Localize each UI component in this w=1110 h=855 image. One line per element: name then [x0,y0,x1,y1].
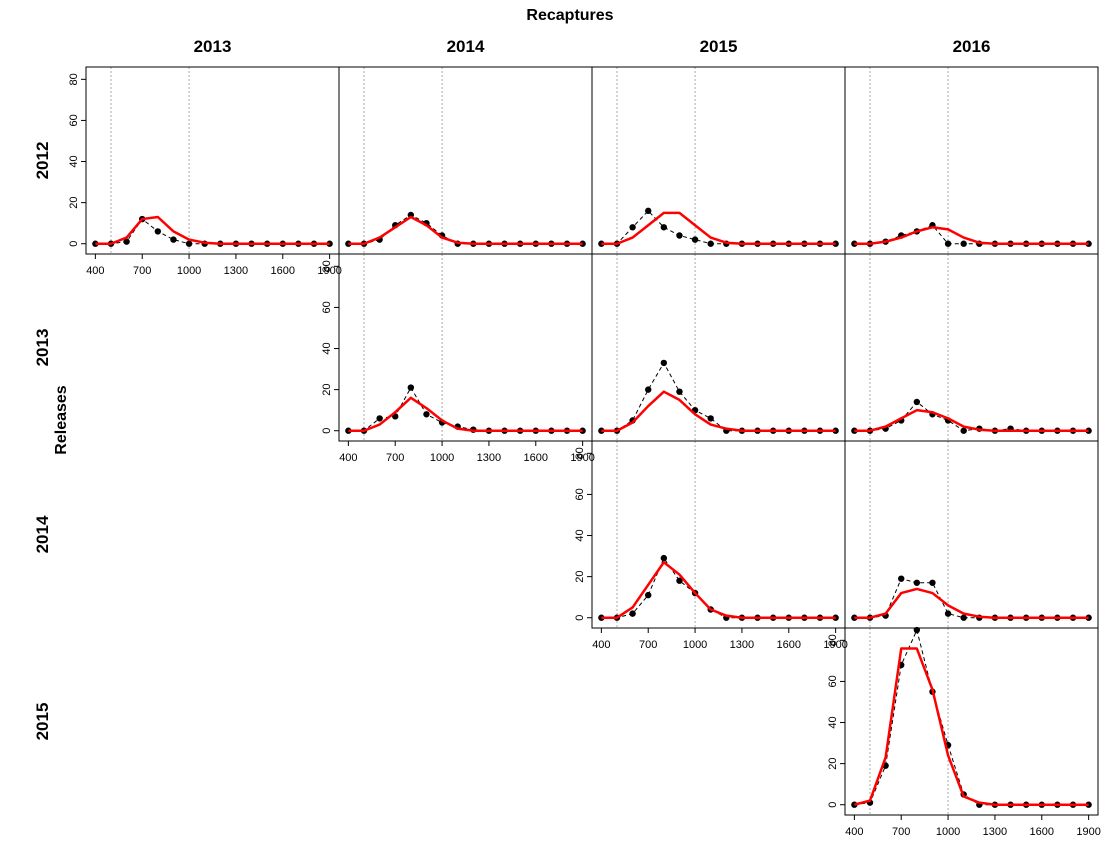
data-point [676,232,683,239]
chart-title: Recaptures [526,7,613,24]
x-tick-label: 1300 [983,826,1007,838]
x-tick-label: 1600 [271,265,295,277]
row-label: 2015 [33,703,52,741]
data-point [645,591,652,599]
data-point [944,240,952,247]
data-point [676,388,683,395]
x-tick-label: 1600 [524,452,548,464]
series-line [601,560,836,619]
series-line [601,211,836,245]
data-point [123,238,130,245]
data-point [407,384,415,391]
data-point [898,575,905,582]
series-line [854,226,1089,245]
x-tick-label: 1600 [1030,826,1054,838]
data-point [660,224,668,231]
data-point [170,236,177,243]
series-line [348,215,583,245]
y-tick-label: 0 [827,802,839,808]
x-tick-label: 1900 [317,265,341,277]
data-point [645,386,652,393]
x-tick-label: 400 [339,452,357,464]
data-point [629,610,636,617]
data-point [913,579,921,586]
y-tick-label: 20 [827,758,839,770]
y-tick-label: 40 [321,342,333,354]
data-point [645,207,652,215]
y-tick-label: 60 [827,675,839,687]
series-line [854,647,1089,806]
series-line [854,401,1089,432]
data-point [676,577,683,584]
x-tick-label: 700 [133,265,151,277]
y-tick-label: 80 [574,447,586,459]
y-tick-label: 40 [68,155,80,167]
x-tick-label: 1600 [777,639,801,651]
row-label: 2014 [33,515,52,553]
x-tick-label: 1300 [224,265,248,277]
data-point [376,415,383,422]
data-point [960,427,967,434]
data-point [154,228,162,235]
series-line [854,408,1089,432]
column-title: 2013 [194,37,232,56]
x-tick-label: 400 [86,265,104,277]
y-tick-label: 80 [321,260,333,272]
y-tick-label: 0 [574,615,586,621]
y-tick-label: 20 [574,571,586,583]
y-tick-label: 80 [827,634,839,646]
data-point [960,614,967,621]
x-tick-label: 1000 [430,452,454,464]
x-tick-label: 1900 [570,452,594,464]
x-tick-label: 700 [639,639,657,651]
y-tick-label: 60 [574,488,586,500]
row-label: 2013 [33,329,52,367]
y-tick-label: 60 [321,301,333,313]
y-axis-label: Releases [53,385,70,454]
panel-frame [844,627,1099,816]
row-label: 2012 [33,142,52,180]
x-tick-label: 1000 [683,639,707,651]
column-title: 2015 [700,37,738,56]
y-tick-label: 60 [68,114,80,126]
y-tick-label: 0 [68,241,80,247]
series-line [601,362,836,432]
data-point [913,398,921,406]
y-tick-label: 80 [68,73,80,85]
x-tick-label: 1300 [730,639,754,651]
series-line [95,215,330,245]
data-point [629,224,636,231]
data-point [960,240,967,247]
x-tick-label: 400 [845,826,863,838]
series-line [854,587,1089,619]
y-tick-label: 20 [321,384,333,396]
series-line [601,390,836,432]
data-point [691,236,699,243]
x-tick-label: 1300 [477,452,501,464]
x-tick-label: 1000 [936,826,960,838]
data-point [660,554,668,562]
data-point [707,415,714,422]
y-tick-label: 40 [574,529,586,541]
data-point [185,240,193,247]
data-point [423,411,430,418]
y-tick-label: 0 [321,428,333,434]
x-tick-label: 1000 [177,265,201,277]
x-tick-label: 400 [592,639,610,651]
y-tick-label: 20 [68,197,80,209]
data-point [929,579,936,586]
column-title: 2016 [953,37,991,56]
data-point [660,359,668,367]
data-point [707,240,714,247]
y-tick-label: 40 [827,716,839,728]
x-tick-label: 1900 [1076,826,1100,838]
series-line [348,396,583,432]
x-tick-label: 700 [386,452,404,464]
x-tick-label: 700 [892,826,910,838]
x-tick-label: 1900 [823,639,847,651]
data-point [944,610,952,617]
column-title: 2014 [447,37,485,56]
